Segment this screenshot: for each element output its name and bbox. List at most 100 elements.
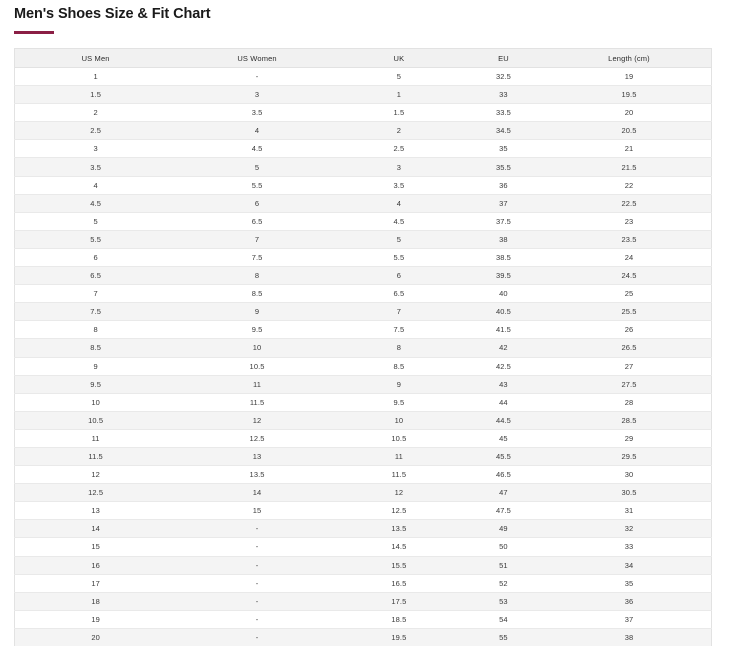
cell-uk: 3.5 (337, 176, 460, 195)
cell-uk: 11 (337, 447, 460, 467)
cell-eu: 42.5 (459, 357, 547, 376)
cell-us-women: 12 (176, 411, 338, 430)
cell-length-cm: 19 (547, 67, 712, 87)
table-row: 2 3.5 1.5 33.5 20 (14, 103, 712, 123)
cell-us-men: 6 (14, 248, 177, 268)
cell-eu: 37.5 (459, 212, 547, 231)
table-row: 15-14.5 50 33 (14, 537, 712, 557)
column-header-eu: EU (459, 48, 547, 68)
cell-uk: 18.5 (337, 610, 460, 629)
cell-us-women: 15 (176, 501, 338, 521)
cell-us-men: 9.5 (14, 375, 177, 394)
cell-eu: 40.5 (459, 302, 547, 322)
table-row: 4.5 6 4 37 22.5 (14, 194, 712, 213)
cell-us-women: 3 (176, 85, 338, 105)
column-header-uk: UK (337, 48, 460, 68)
cell-length-cm: 23 (547, 212, 712, 231)
page-title: Men's Shoes Size & Fit Chart (14, 6, 211, 22)
table-row: 9 10.5 8.5 42.5 27 (14, 357, 712, 376)
cell-length-cm: 28.5 (547, 411, 712, 430)
cell-length-cm: 26.5 (547, 338, 712, 358)
table-row: 17-16.5 52 35 (14, 574, 712, 593)
cell-eu: 55 (459, 628, 547, 646)
cell-us-men: 3 (14, 139, 177, 159)
table-row: 1.5 3 1 33 19.5 (14, 85, 712, 105)
cell-us-women: 13 (176, 447, 338, 467)
cell-length-cm: 20.5 (547, 121, 712, 141)
table-row: 8 9.5 7.5 41.5 26 (14, 320, 712, 340)
cell-eu: 36 (459, 176, 547, 195)
cell-us-women: 8 (176, 266, 338, 286)
cell-uk: 5 (337, 67, 460, 87)
table-row: 12 13.5 11.5 46.5 30 (14, 465, 712, 485)
cell-us-women: 13.5 (176, 465, 338, 485)
cell-length-cm: 24 (547, 248, 712, 268)
cell-uk: 14.5 (337, 537, 460, 557)
cell-eu: 35.5 (459, 157, 547, 177)
cell-us-women: 5 (176, 157, 338, 177)
cell-us-women: 14 (176, 483, 338, 503)
cell-us-men: 6.5 (14, 266, 177, 286)
cell-eu: 44.5 (459, 411, 547, 430)
cell-eu: 32.5 (459, 67, 547, 87)
table-row: 1-5 32.5 19 (14, 67, 712, 87)
cell-length-cm: 22 (547, 176, 712, 195)
cell-eu: 47 (459, 483, 547, 503)
cell-us-men: 16 (14, 556, 177, 575)
table-row: 19-18.5 54 37 (14, 610, 712, 629)
cell-us-men: 2.5 (14, 121, 177, 141)
cell-eu: 33.5 (459, 103, 547, 123)
cell-uk: 9 (337, 375, 460, 394)
cell-eu: 54 (459, 610, 547, 629)
cell-us-women: 3.5 (176, 103, 338, 123)
cell-uk: 19.5 (337, 628, 460, 646)
table-row: 3.5 5 3 35.5 21.5 (14, 157, 712, 177)
cell-us-women: 6 (176, 194, 338, 213)
cell-us-men: 15 (14, 537, 177, 557)
cell-eu: 53 (459, 592, 547, 611)
cell-uk: 15.5 (337, 556, 460, 575)
cell-uk: 16.5 (337, 574, 460, 593)
cell-us-women: - (176, 574, 338, 593)
cell-us-men: 19 (14, 610, 177, 629)
table-row: 3 4.5 2.5 35 21 (14, 139, 712, 159)
cell-us-women: 12.5 (176, 429, 338, 448)
cell-eu: 33 (459, 85, 547, 105)
cell-us-women: 4.5 (176, 139, 338, 159)
table-row: 13 15 12.5 47.5 31 (14, 501, 712, 521)
cell-uk: 17.5 (337, 592, 460, 611)
cell-us-women: 9 (176, 302, 338, 322)
cell-length-cm: 30 (547, 465, 712, 485)
cell-uk: 2 (337, 121, 460, 141)
cell-us-women: 7 (176, 230, 338, 249)
cell-us-women: - (176, 67, 338, 87)
cell-length-cm: 21 (547, 139, 712, 159)
cell-us-women: - (176, 556, 338, 575)
cell-eu: 35 (459, 139, 547, 159)
table-header: US Men US Women UK EU Length (cm) (14, 48, 712, 68)
cell-length-cm: 34 (547, 556, 712, 575)
cell-length-cm: 37 (547, 610, 712, 629)
page-heading: Men's Shoes Size & Fit Chart (14, 5, 714, 34)
cell-us-women: 11 (176, 375, 338, 394)
cell-uk: 10 (337, 411, 460, 430)
cell-eu: 49 (459, 519, 547, 539)
cell-us-women: - (176, 519, 338, 539)
cell-uk: 11.5 (337, 465, 460, 485)
cell-us-men: 12.5 (14, 483, 177, 503)
table-row: 8.5 10 8 42 26.5 (14, 338, 712, 358)
cell-eu: 47.5 (459, 501, 547, 521)
cell-uk: 2.5 (337, 139, 460, 159)
table-row: 16-15.5 51 34 (14, 556, 712, 575)
cell-eu: 45.5 (459, 447, 547, 467)
cell-us-women: 5.5 (176, 176, 338, 195)
cell-us-men: 7.5 (14, 302, 177, 322)
table-row: 5 6.5 4.5 37.5 23 (14, 212, 712, 231)
cell-length-cm: 19.5 (547, 85, 712, 105)
cell-uk: 12.5 (337, 501, 460, 521)
cell-us-men: 4.5 (14, 194, 177, 213)
cell-us-men: 1 (14, 67, 177, 87)
cell-us-men: 17 (14, 574, 177, 593)
cell-uk: 4 (337, 194, 460, 213)
cell-eu: 39.5 (459, 266, 547, 286)
